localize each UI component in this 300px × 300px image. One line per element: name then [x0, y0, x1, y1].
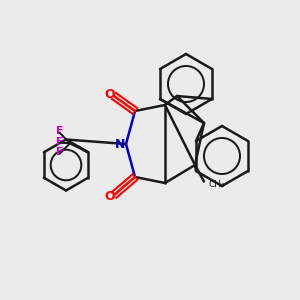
Text: O: O — [104, 88, 115, 101]
Text: O: O — [104, 190, 115, 203]
Text: F: F — [56, 126, 63, 136]
Text: N: N — [115, 137, 125, 151]
Text: CH₃: CH₃ — [208, 180, 225, 189]
Text: F: F — [56, 137, 63, 147]
Text: F: F — [56, 147, 63, 157]
